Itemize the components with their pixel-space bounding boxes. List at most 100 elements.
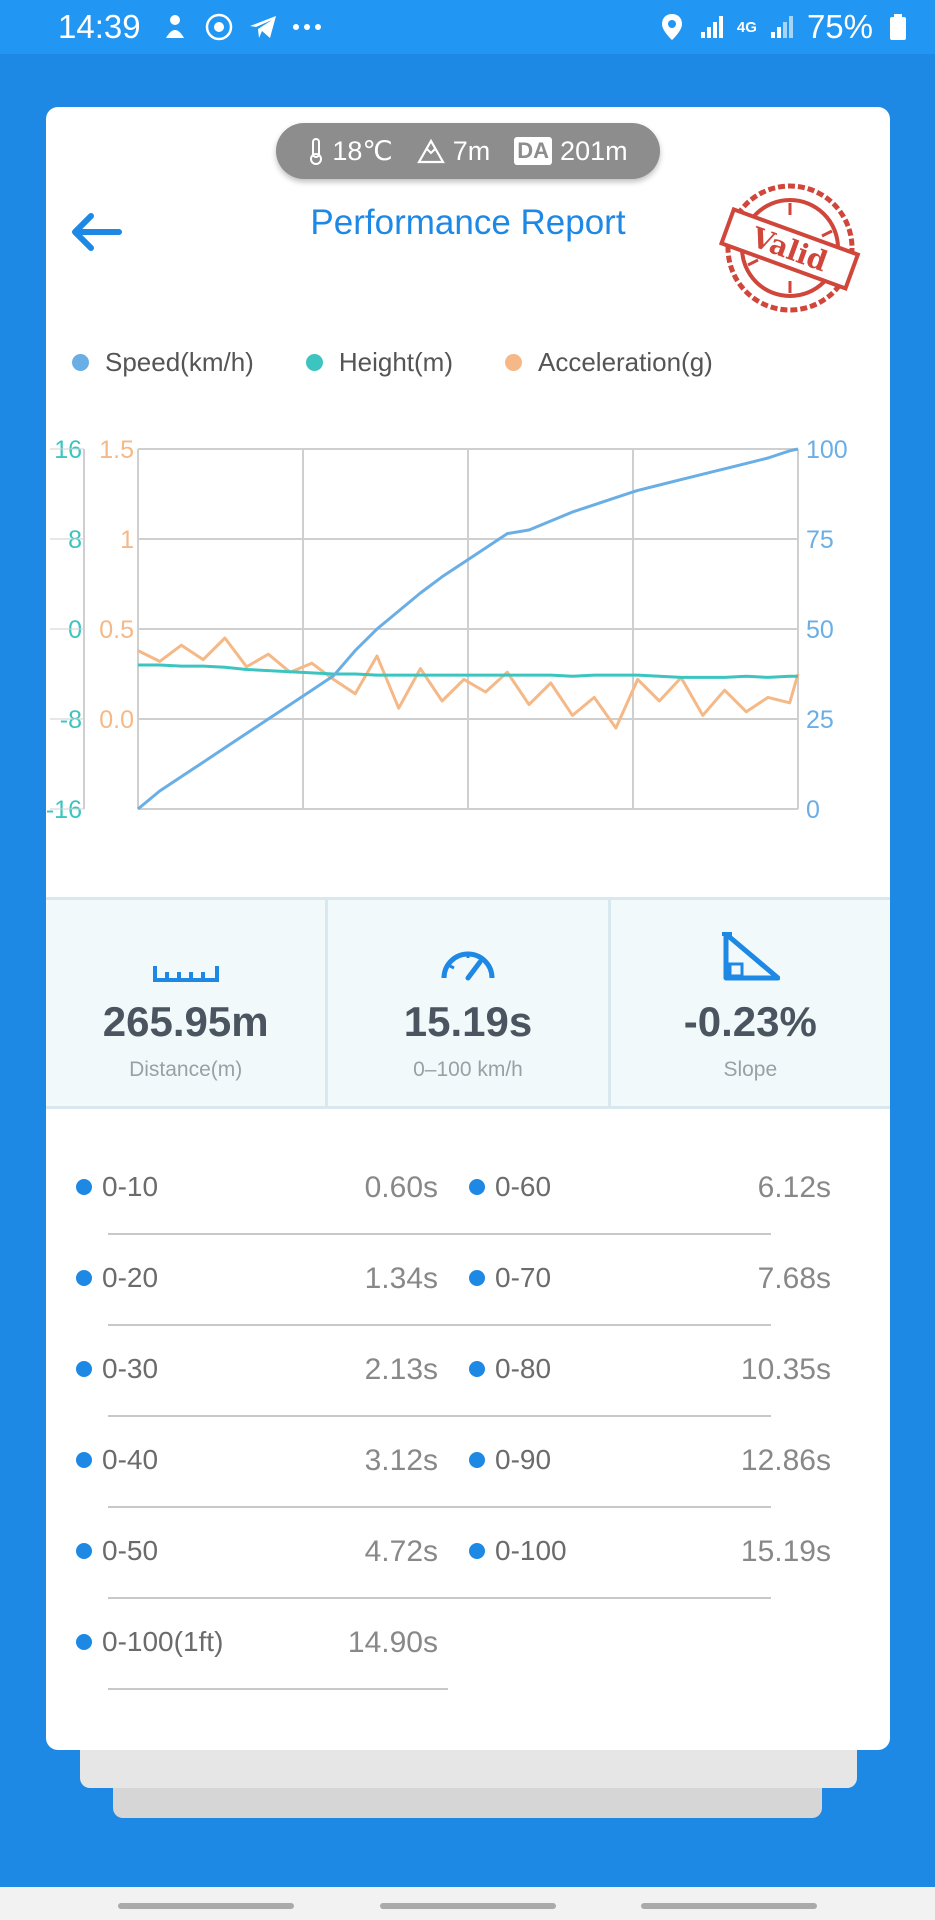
height-axis-tick-label: 16: [54, 436, 82, 464]
split-row: 0-20 1.34s: [76, 1248, 448, 1339]
slope-value: -0.23%: [683, 998, 817, 1045]
legend-speed-dot: [72, 354, 89, 371]
temperature-value: 18℃: [332, 135, 393, 166]
mountain-icon: [416, 138, 445, 164]
temperature-item: 18℃: [308, 135, 393, 167]
speed-axis-tick-label: 25: [806, 706, 834, 734]
acceleration-axis-tick-label: 0.5: [99, 616, 134, 644]
chart-legend: Speed(km/h) Height(m) Acceleration(g): [72, 347, 765, 378]
split-time: 0.60s: [364, 1171, 438, 1204]
speedometer-icon: [440, 926, 496, 982]
battery-percent: 75%: [806, 8, 873, 45]
zero-to-hundred-value: 15.19s: [403, 998, 533, 1045]
split-dot: [76, 1361, 92, 1377]
height-axis-tick-label: 8: [68, 526, 82, 554]
split-dot: [76, 1270, 92, 1286]
split-time: 4.72s: [364, 1535, 438, 1568]
acceleration-axis-tick-label: 0.0: [99, 706, 134, 734]
telegram-icon: [248, 12, 278, 42]
performance-report-card: 18℃ 7m DA 201m Performance Report Valid: [46, 107, 890, 1750]
split-dot: [469, 1543, 485, 1559]
back-button[interactable]: [60, 197, 130, 267]
android-bubble-icon: [160, 12, 190, 42]
status-icons-right: 4G 75%: [657, 8, 913, 46]
altitude-value: 7m: [452, 135, 491, 166]
split-label: 0-20: [102, 1262, 159, 1293]
distance-label: Distance(m): [129, 1058, 243, 1081]
split-time: 6.12s: [757, 1171, 831, 1204]
performance-chart: 16 8 0 -8 -16 1.5 1 0.5 0.0 100 75 50 25 0: [46, 436, 848, 824]
split-time: 10.35s: [740, 1353, 831, 1386]
legend-speed-label: Speed(km/h): [105, 347, 254, 377]
nav-recents-button[interactable]: [118, 1903, 294, 1909]
split-label: 0-100(1ft): [102, 1626, 224, 1657]
split-label: 0-30: [102, 1353, 159, 1384]
split-time: 15.19s: [740, 1535, 831, 1568]
split-divider: [199, 1597, 771, 1599]
split-label: 0-100: [495, 1535, 567, 1566]
app-badge-icon: [204, 12, 234, 42]
location-icon: [657, 12, 687, 42]
acceleration-axis-tick-label: 1.5: [99, 436, 134, 464]
card-stack-middle: [80, 1748, 857, 1788]
status-icons-left: [160, 12, 322, 42]
conditions-pill: 18℃ 7m DA 201m: [276, 123, 660, 179]
density-altitude-item: DA 201m: [514, 135, 628, 167]
signal-icon: [697, 12, 727, 42]
split-label: 0-70: [495, 1262, 552, 1293]
nav-back-button[interactable]: [641, 1903, 817, 1909]
more-dots-icon: [292, 12, 322, 42]
back-arrow-icon: [72, 213, 122, 251]
status-bar: 14:39 4G 75%: [0, 0, 935, 54]
split-row: 0-100 15.19s: [199, 1521, 831, 1612]
split-row: 0-90 12.86s: [199, 1430, 831, 1521]
slope-label: Slope: [723, 1058, 778, 1081]
split-dot: [76, 1452, 92, 1468]
speed-axis-tick-label: 100: [806, 436, 848, 464]
altitude-item: 7m: [416, 135, 491, 167]
split-dot: [469, 1270, 485, 1286]
split-time: 12.86s: [740, 1444, 831, 1477]
legend-acceleration-label: Acceleration(g): [537, 347, 713, 377]
split-label: 0-80: [495, 1353, 552, 1384]
height-axis-tick-label: 0: [68, 616, 82, 644]
speed-series-line: [137, 447, 799, 811]
acceleration-axis-tick-label: 1: [120, 526, 134, 554]
acceleration-series-line: [137, 636, 800, 730]
network-type: 4G: [736, 18, 757, 36]
split-dot: [76, 1179, 92, 1195]
split-dot: [76, 1634, 92, 1650]
split-label: 0-40: [102, 1444, 159, 1475]
height-axis-tick-label: -8: [60, 706, 82, 734]
nav-home-button[interactable]: [380, 1903, 556, 1909]
signal-icon-2: [767, 12, 797, 42]
legend-height-label: Height(m): [338, 347, 453, 377]
split-dot: [469, 1452, 485, 1468]
split-divider: [199, 1506, 771, 1508]
stat-slope: -0.23% Slope: [611, 900, 890, 1106]
split-divider: [199, 1324, 771, 1326]
split-time: 14.90s: [347, 1626, 438, 1659]
status-time: 14:39: [58, 8, 141, 45]
distance-value: 265.95m: [102, 998, 269, 1045]
legend-speed: Speed(km/h): [72, 347, 254, 378]
split-dot: [469, 1361, 485, 1377]
zero-to-hundred-label: 0–100 km/h: [413, 1058, 523, 1081]
split-dot: [76, 1543, 92, 1559]
density-altitude-value: 201m: [560, 135, 628, 166]
legend-height-dot: [305, 354, 323, 371]
thermometer-icon: [310, 138, 323, 165]
split-divider: [199, 1415, 771, 1417]
stats-row: 265.95m Distance(m) 15.19s 0–100 km/h -0…: [46, 897, 890, 1109]
split-time: 7.68s: [757, 1262, 831, 1295]
stat-distance: 265.95m Distance(m): [46, 900, 329, 1106]
split-label: 0-60: [495, 1171, 552, 1202]
height-series-line: [138, 663, 798, 679]
stat-0-100: 15.19s 0–100 km/h: [328, 900, 611, 1106]
split-row: 0-80 10.35s: [199, 1339, 831, 1430]
split-label: 0-50: [102, 1535, 159, 1566]
system-nav-bar: [0, 1887, 935, 1920]
speed-axis-tick-label: 75: [806, 526, 834, 554]
ruler-icon: [152, 926, 219, 982]
speed-axis-tick-label: 0: [806, 796, 820, 824]
